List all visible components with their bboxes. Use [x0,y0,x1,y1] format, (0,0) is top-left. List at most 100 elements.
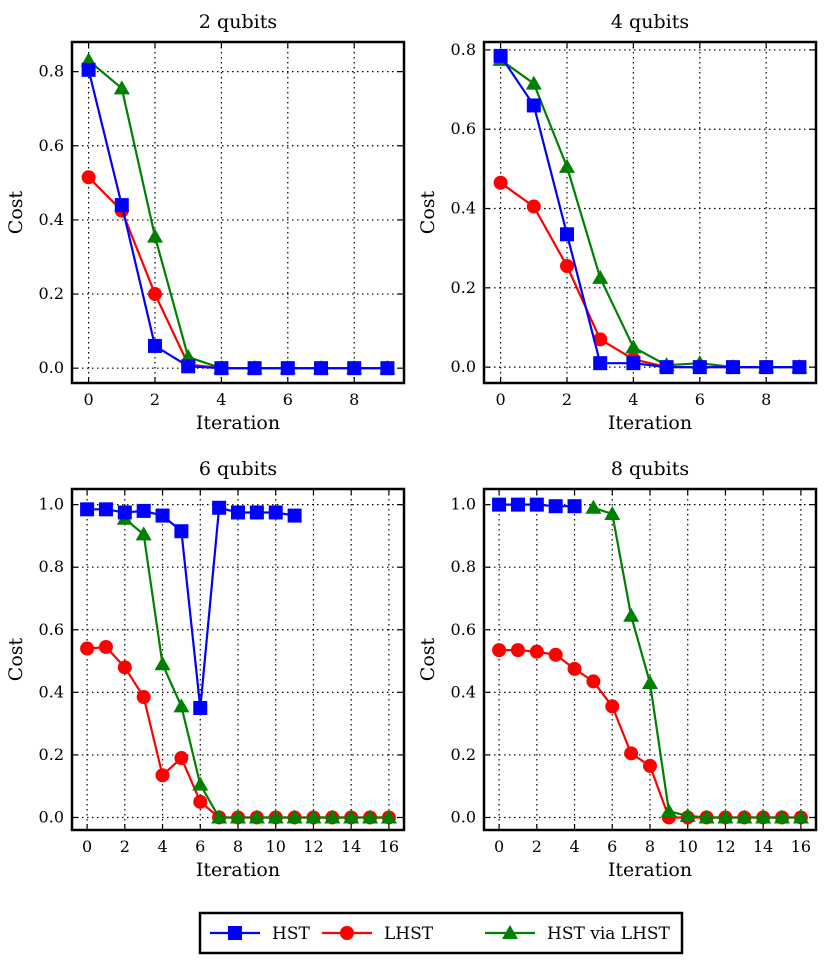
series-line [593,506,801,819]
data-point [211,809,228,824]
y-tick-label: 0.0 [39,807,64,826]
y-axis-label: Cost [417,190,439,234]
data-point [548,499,563,514]
data-point [114,198,129,213]
data-point [80,641,95,656]
y-tick-label: 0.4 [451,199,476,218]
data-point [214,361,229,376]
series-line [499,55,800,369]
data-point [642,674,658,689]
data-point [605,699,620,714]
legend-marker [340,926,354,940]
data-point [314,361,328,376]
data-point [492,643,507,658]
x-tick-label: 6 [283,390,293,409]
x-tick-label: 2 [532,837,542,856]
data-point [774,809,791,824]
x-tick-label: 16 [791,837,811,856]
data-point [212,500,227,515]
x-tick-label: 6 [195,837,205,856]
data-point [117,505,132,520]
series-line [87,645,389,819]
plot-frame [482,487,818,832]
x-tick-label: 10 [678,837,698,856]
data-point [492,497,507,512]
data-point [679,807,696,822]
data-point [529,644,544,659]
data-point [792,360,807,375]
data-point [343,809,360,824]
legend-marker [228,926,242,940]
series-hst [493,48,807,375]
x-tick-label: 14 [341,837,361,856]
x-tick-label: 2 [150,390,160,409]
series-lhst [80,639,396,825]
data-point [623,607,640,622]
plot-frame [70,40,406,385]
data-point [493,48,508,63]
data-point [759,360,774,375]
x-tick-label: 0 [496,390,506,409]
data-point [81,170,96,185]
data-point [174,751,189,766]
data-point [147,228,163,243]
data-point [567,661,582,676]
legend-frame [198,911,684,955]
data-point [526,98,541,113]
x-tick-label: 8 [349,390,359,409]
y-tick-label: 0.8 [39,557,64,576]
x-tick-label: 4 [216,390,226,409]
data-point [136,503,151,518]
data-point [192,776,209,791]
x-tick-label: 16 [379,837,399,856]
plot-frame [70,487,406,832]
data-point [726,360,740,375]
x-tick-label: 0 [84,390,94,409]
chart-title: 4 qubits [611,11,689,33]
data-point [560,227,574,242]
data-point [174,524,189,539]
data-point [698,809,715,824]
y-tick-label: 0.6 [451,119,476,138]
data-point [287,508,302,523]
series-hst-via-lhst [116,510,397,824]
y-axis-label: Cost [417,637,439,681]
legend-item-hst: HST [210,924,310,944]
data-point [181,359,196,374]
x-axis-label: Iteration [196,412,280,434]
x-tick-label: 14 [753,837,773,856]
data-point [98,502,113,517]
series-hst-via-lhst [585,499,809,824]
data-point [136,690,151,705]
data-point [593,356,608,371]
x-tick-label: 2 [120,837,130,856]
data-point [736,809,753,824]
data-point [529,497,544,512]
data-point [624,746,639,761]
x-tick-label: 12 [715,837,735,856]
x-tick-label: 10 [266,837,286,856]
legend-label: HST via LHST [547,924,671,944]
x-tick-label: 8 [645,837,655,856]
data-point [792,809,809,824]
data-point [81,62,96,77]
x-tick-label: 4 [628,390,638,409]
panel-4: 0 2 4 6 8 10 12 14 16 0.0 0.2 0.4 0.6 0.8 1.0 8 qubits I… [417,458,818,881]
y-tick-label: 0.6 [451,620,476,639]
y-tick-label: 0.0 [451,357,476,376]
y-tick-label: 0.8 [451,557,476,576]
plot-frame [482,40,818,385]
data-point [80,502,95,517]
x-axis-label: Iteration [196,859,280,881]
legend: HST LHST HST via LHST [198,911,684,955]
series-line [87,59,388,370]
chart-title: 6 qubits [199,458,277,480]
data-point [510,643,525,658]
data-point [626,356,641,371]
data-point [643,758,657,773]
data-point [286,809,303,824]
x-tick-label: 6 [607,837,617,856]
data-point [604,506,621,521]
x-axis-label: Iteration [608,412,692,434]
